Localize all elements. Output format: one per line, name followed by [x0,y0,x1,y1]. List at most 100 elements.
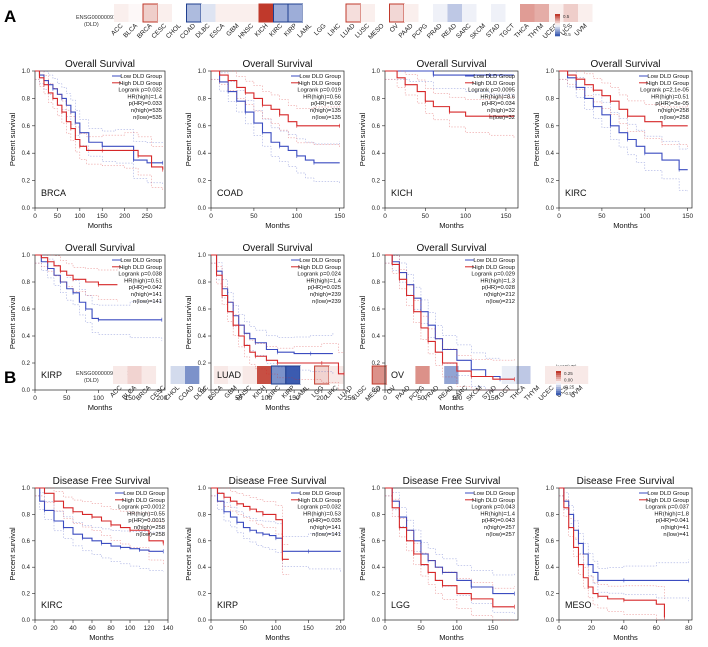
heatmap-a-cell-cesc [157,4,172,22]
legend-entry: p(HR)=0.034 [482,101,516,107]
x-tick-label: 20 [50,625,58,632]
legend-entry: n(high)=257 [484,525,515,531]
y-axis-label: Percent survival [358,527,367,581]
plot-title: Disease Free Survival [53,476,151,487]
x-tick-label: 150 [125,395,136,402]
y-tick-label: 1.0 [546,69,555,75]
ci-lower-line [35,495,164,573]
y-tick-label: 0.2 [546,179,555,185]
heatmap-b-cell-tgct [501,366,517,384]
heatmap-a-cell-kich [258,3,274,23]
legend-entry: HR(high)=0.53 [303,511,341,517]
legend-entry: n(high)=32 [487,108,515,114]
x-tick-label: 0 [557,213,561,220]
km-plot-lgg-dfs: Disease Free Survival 0 50 100 150 0.0 0.2 0.4 0… [358,476,519,642]
legend-entry: Logrank p=0.019 [297,88,341,94]
x-tick-label: 250 [142,213,153,220]
y-axis-label: Percent survival [358,112,367,166]
heatmap-b-cell-kirp [285,365,301,385]
legend-entry: n(high)=135 [310,108,341,114]
y-tick-label: 0.0 [22,618,31,624]
km-plot-coad-os: Overall Survival 0 50 100 150 0.0 0.2 0.4 0.6 0.8… [184,59,346,230]
y-axis-label: Percent survival [184,112,193,166]
km-plot-kirc-dfs: Disease Free Survival 0 20 40 60 80 100 120 140 0… [8,476,174,642]
legend-entry: n(low)=212 [486,299,515,305]
y-tick-label: 0.2 [198,592,207,598]
legend-entry: n(low)=258 [660,115,689,121]
plot-title: Overall Survival [416,59,486,70]
heatmap-b-legend-swatch [556,387,561,390]
heatmap-b-cell-cesc [156,366,171,384]
heatmap-a-label-uvm: UVM [573,22,588,37]
legend-entry: n(low)=32 [489,115,515,121]
legend-entry: Low DLD Group [299,258,341,264]
heatmap-a-legend-tick: 0.5 [563,14,570,19]
heatmap-a-cell-thym [534,4,549,22]
x-tick-label: 100 [261,395,272,402]
x-axis-label: Months [613,633,638,642]
x-tick-label: 0 [557,625,561,632]
heatmap-a-cell-uvm [578,4,593,22]
ci-lower-line [211,495,290,575]
x-tick-label: 200 [335,625,346,632]
legend-entry: Low DLD Group [123,491,165,497]
y-tick-label: 0.4 [546,151,555,157]
y-tick-label: 1.0 [372,253,381,259]
ci-upper-line [211,487,342,537]
legend-entry: n(low)=41 [663,532,689,538]
heatmap-a-legend-tick: -0.5 [563,32,571,37]
survival-curve-high [211,254,344,375]
legend-entry: n(high)=141 [310,525,341,531]
heatmap-a-gene: ENSG00000091140.12 [76,15,132,21]
heatmap-a-cell-ucs [563,4,578,22]
y-axis-label: Percent survival [532,112,541,166]
x-tick-label: 0 [383,625,387,632]
legend-entry: p(HR)=0.041 [656,518,689,524]
legend-entry: Logrank p=0.037 [645,505,689,511]
panel-b-letter: B [4,368,16,387]
plot-title: Disease Free Survival [229,476,327,487]
ci-lower-line [211,78,340,148]
y-tick-label: 0.4 [372,151,381,157]
legend-entry: HR(high)=1.8 [654,511,689,517]
x-tick-label: 40 [69,625,77,632]
ci-lower-line [35,495,164,565]
y-tick-label: 1.0 [546,486,555,492]
legend-entry: p(HR)=0.035 [308,518,341,524]
survival-curve-low [35,70,163,164]
y-tick-label: 1.0 [22,69,31,75]
heatmap-a-cell-skcm [476,4,491,22]
legend-entry: High DLD Group [298,498,341,504]
heatmap-b-gene-sub: (DLD) [84,378,99,384]
heatmap-a-cell-lusc [360,4,375,22]
y-axis-label: Percent survival [358,295,367,349]
x-tick-label: 100 [74,213,85,220]
legend-entry: HR(high)=8.6 [480,94,515,100]
survival-curve-high [35,254,118,286]
plot-frame [34,487,169,621]
plot-frame [558,70,693,209]
cancer-label: KIRP [41,370,62,380]
x-tick-label: 100 [291,213,302,220]
legend-entry: High DLD Group [122,498,165,504]
y-tick-label: 0.0 [22,388,31,394]
y-tick-label: 0.6 [22,307,31,313]
legend-entry: p(HR)=0.0015 [128,518,165,524]
heatmap-a-cell-prad [433,4,448,22]
y-tick-label: 0.0 [372,388,381,394]
heatmap-b-legend-tick: 0.00 [564,378,573,383]
legend-entry: n(high)=41 [661,525,689,531]
heatmap-a-label-laml: LAML [296,22,313,39]
legend-entry: n(high)=535 [131,108,162,114]
ci-lower-line [211,262,334,375]
y-tick-label: 0.8 [546,512,555,518]
legend-entry: HR(high)=0.51 [124,278,162,284]
x-tick-label: 150 [487,395,498,402]
heatmap-b-legend-swatch [556,375,561,378]
heatmap-a-cell-meso [375,4,390,22]
survival-curve-high [35,70,164,170]
x-tick-label: 150 [682,213,693,220]
heatmap-a-label-kirc: KIRC [268,22,284,38]
km-plot-kirc-os: Overall Survival 0 50 100 150 0.0 0.2 0.4 0.6 0.8… [532,59,694,230]
y-tick-label: 1.0 [372,69,381,75]
